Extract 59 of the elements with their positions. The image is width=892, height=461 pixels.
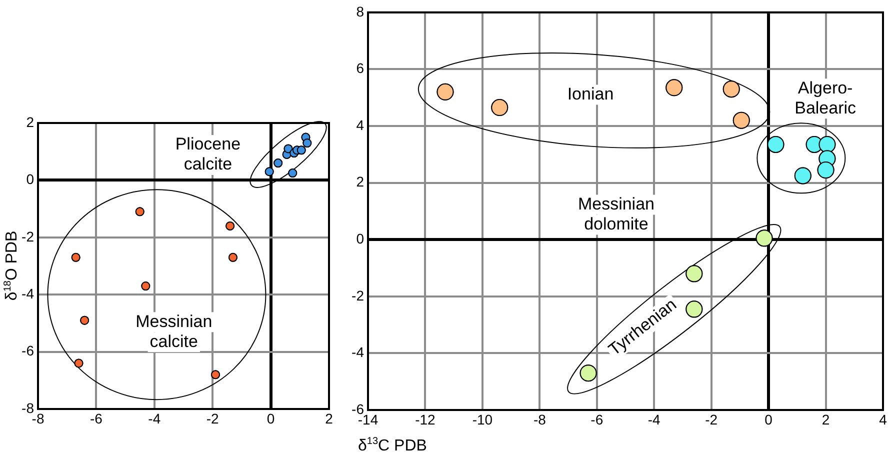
x-tick-label: -6 <box>590 411 604 428</box>
x-tick-label: -10 <box>472 411 493 428</box>
y-tick-label: -6 <box>22 342 34 359</box>
x-tick-label: 0 <box>266 410 275 426</box>
x-tick-label: 2 <box>325 410 334 426</box>
point <box>296 146 306 155</box>
point <box>135 207 144 216</box>
point <box>732 112 750 129</box>
y-tick-label: -2 <box>352 287 364 304</box>
y-tick-label: -4 <box>352 344 364 360</box>
point <box>228 252 238 262</box>
x-tick-label: -2 <box>206 410 220 426</box>
point <box>491 99 508 116</box>
point <box>666 79 683 96</box>
point <box>580 364 597 382</box>
annotation: Messinian dolomite <box>578 194 655 234</box>
y-tick-label: 4 <box>356 116 364 133</box>
point <box>141 282 150 291</box>
x-tick-label: -12 <box>415 411 436 428</box>
y-tick-label: 2 <box>356 174 364 190</box>
y-tick-label: -2 <box>22 228 34 244</box>
y-tick-label: -8 <box>22 400 34 416</box>
x-tick-label: -8 <box>533 411 546 428</box>
point <box>722 80 740 98</box>
point <box>817 162 834 179</box>
annotation: Ionian <box>567 84 614 104</box>
point <box>686 265 703 282</box>
x-axis-title: δ$^{13}$C PDB <box>358 436 427 456</box>
point <box>288 168 298 178</box>
x-tick-label: -4 <box>148 410 161 426</box>
point <box>226 221 235 230</box>
point <box>794 167 812 184</box>
y-tick-label: 0 <box>356 230 364 246</box>
point <box>80 316 90 325</box>
y-tick-label: 0 <box>26 171 34 188</box>
annotation: Algero- Balearic <box>794 78 857 118</box>
point <box>71 252 80 262</box>
point <box>264 167 274 176</box>
x-tick-label: 2 <box>822 411 830 428</box>
point <box>274 158 283 168</box>
y-tick-label: -4 <box>22 285 34 302</box>
point <box>436 83 454 100</box>
annotation: Pliocene calcite <box>175 134 241 174</box>
annotation: Messinian calcite <box>136 312 212 351</box>
x-tick-label: 4 <box>879 411 888 428</box>
x-tick-label: 0 <box>764 411 773 428</box>
y-tick-label: 8 <box>356 3 364 20</box>
point <box>211 370 220 380</box>
x-tick-label: -2 <box>705 411 718 428</box>
x-tick-label: -4 <box>648 411 661 428</box>
point <box>284 144 293 154</box>
point <box>818 136 836 153</box>
point <box>756 230 773 247</box>
point <box>686 300 703 318</box>
point <box>302 138 312 148</box>
y-tick-label: 6 <box>356 60 364 76</box>
x-tick-label: -6 <box>90 410 103 426</box>
y-tick-label: 2 <box>26 114 34 130</box>
point <box>74 358 84 368</box>
